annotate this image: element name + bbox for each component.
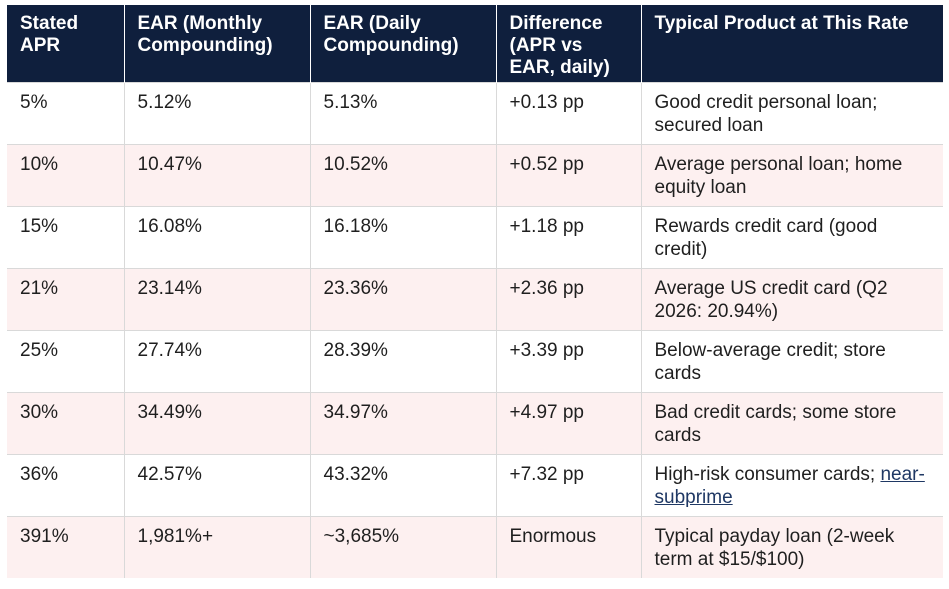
header-typical-product: Typical Product at This Rate: [640, 5, 943, 82]
cell-ear-daily: 5.13%: [309, 81, 496, 144]
cell-stated-apr: 5%: [7, 81, 124, 144]
cell-stated-apr: 10%: [7, 143, 124, 206]
cell-typical-product: Average personal loan; home equity loan: [640, 143, 943, 206]
cell-stated-apr: 21%: [7, 267, 124, 330]
cell-typical-product: Good credit personal loan; secured loan: [640, 81, 943, 144]
table-row: 5% 5.12% 5.13% +0.13 pp Good credit pers…: [7, 81, 943, 144]
cell-ear-daily: 34.97%: [309, 391, 496, 454]
cell-difference: +0.13 pp: [495, 81, 641, 144]
header-ear-daily: EAR (Daily Compounding): [309, 5, 496, 82]
table-row: 25% 27.74% 28.39% +3.39 pp Below-average…: [7, 329, 943, 392]
cell-difference: +2.36 pp: [495, 267, 641, 330]
apr-ear-table: Stated APR EAR (Monthly Compounding) EAR…: [7, 5, 943, 578]
header-ear-monthly: EAR (Monthly Compounding): [123, 5, 310, 82]
cell-typical-product: Typical payday loan (2-week term at $15/…: [640, 515, 943, 578]
cell-ear-monthly: 34.49%: [123, 391, 310, 454]
table-row: 21% 23.14% 23.36% +2.36 pp Average US cr…: [7, 267, 943, 330]
cell-ear-monthly: 5.12%: [123, 81, 310, 144]
cell-difference: +3.39 pp: [495, 329, 641, 392]
cell-difference: +0.52 pp: [495, 143, 641, 206]
cell-ear-monthly: 23.14%: [123, 267, 310, 330]
cell-typical-product: High-risk consumer cards; near-subprime: [640, 453, 943, 516]
cell-ear-daily: 16.18%: [309, 205, 496, 268]
cell-stated-apr: 15%: [7, 205, 124, 268]
table-row: 15% 16.08% 16.18% +1.18 pp Rewards credi…: [7, 205, 943, 268]
cell-typical-product: Average US credit card (Q2 2026: 20.94%): [640, 267, 943, 330]
table-row: 36% 42.57% 43.32% +7.32 pp High-risk con…: [7, 453, 943, 516]
table-header-row: Stated APR EAR (Monthly Compounding) EAR…: [7, 5, 943, 82]
cell-difference: +4.97 pp: [495, 391, 641, 454]
cell-ear-monthly: 27.74%: [123, 329, 310, 392]
cell-ear-monthly: 1,981%+: [123, 515, 310, 578]
near-subprime-link[interactable]: near-subprime: [654, 463, 925, 508]
header-stated-apr: Stated APR: [7, 5, 124, 82]
cell-ear-daily: ~3,685%: [309, 515, 496, 578]
cell-stated-apr: 391%: [7, 515, 124, 578]
cell-stated-apr: 30%: [7, 391, 124, 454]
table-row: 391% 1,981%+ ~3,685% Enormous Typical pa…: [7, 515, 943, 578]
cell-stated-apr: 25%: [7, 329, 124, 392]
cell-ear-daily: 10.52%: [309, 143, 496, 206]
cell-typical-product: Rewards credit card (good credit): [640, 205, 943, 268]
cell-difference: Enormous: [495, 515, 641, 578]
cell-ear-monthly: 16.08%: [123, 205, 310, 268]
cell-ear-daily: 43.32%: [309, 453, 496, 516]
table-row: 10% 10.47% 10.52% +0.52 pp Average perso…: [7, 143, 943, 206]
cell-difference: +1.18 pp: [495, 205, 641, 268]
cell-ear-daily: 23.36%: [309, 267, 496, 330]
cell-typical-product: Below-average credit; store cards: [640, 329, 943, 392]
product-text: High-risk consumer cards;: [654, 463, 881, 485]
cell-difference: +7.32 pp: [495, 453, 641, 516]
table-row: 30% 34.49% 34.97% +4.97 pp Bad credit ca…: [7, 391, 943, 454]
cell-typical-product: Bad credit cards; some store cards: [640, 391, 943, 454]
header-difference: Difference (APR vs EAR, daily): [495, 5, 641, 82]
cell-stated-apr: 36%: [7, 453, 124, 516]
cell-ear-monthly: 42.57%: [123, 453, 310, 516]
cell-ear-daily: 28.39%: [309, 329, 496, 392]
cell-ear-monthly: 10.47%: [123, 143, 310, 206]
